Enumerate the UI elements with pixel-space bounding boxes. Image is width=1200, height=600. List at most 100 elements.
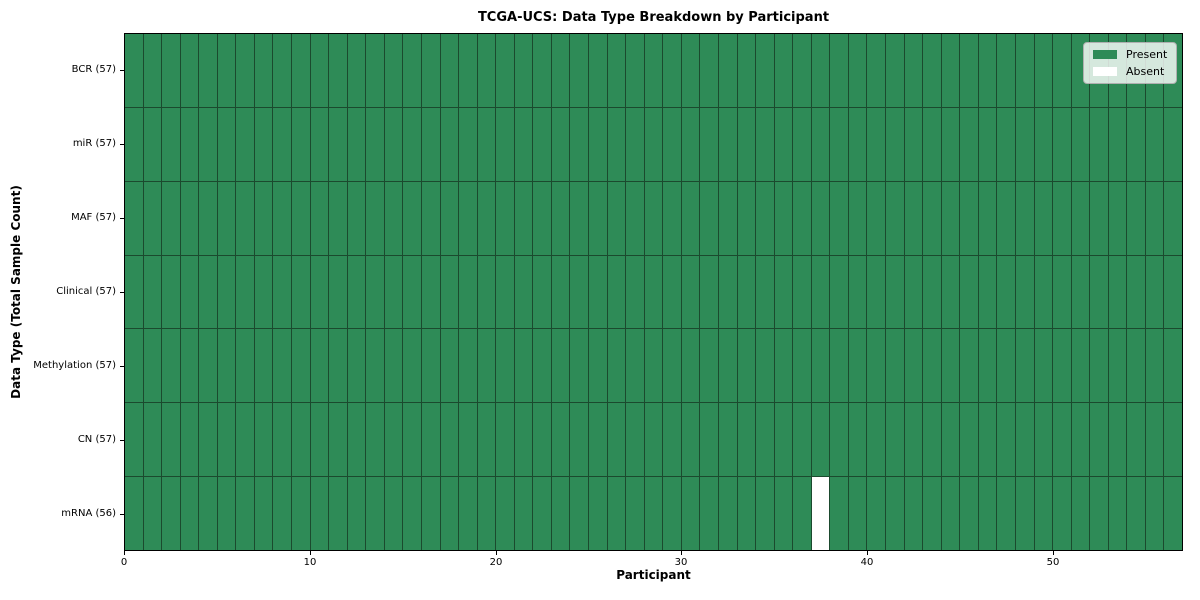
heatmap-cell (811, 181, 830, 255)
heatmap-cell (1015, 477, 1034, 550)
heatmap-cell (997, 477, 1015, 550)
heatmap-cell (1034, 181, 1053, 255)
heatmap-cell (589, 34, 607, 107)
heatmap-cell (254, 107, 273, 181)
x-tick-mark (124, 551, 125, 555)
heatmap-cell (1015, 329, 1034, 403)
heatmap-cell (366, 329, 384, 403)
heatmap-cell (440, 107, 459, 181)
heatmap-cell (886, 329, 904, 403)
heatmap-cell (384, 34, 403, 107)
heatmap-cell (793, 403, 811, 477)
heatmap-cell (440, 34, 459, 107)
heatmap-cell (793, 107, 811, 181)
heatmap-cell (830, 181, 848, 255)
heatmap-cell (143, 255, 162, 329)
heatmap-cell (1015, 107, 1034, 181)
heatmap-cell (143, 107, 162, 181)
heatmap-cell (737, 477, 756, 550)
heatmap-cell (1034, 34, 1053, 107)
heatmap-cell (421, 181, 440, 255)
heatmap-cell (848, 107, 867, 181)
heatmap-cell (663, 329, 681, 403)
heatmap-cell (978, 403, 997, 477)
heatmap-cell (997, 255, 1015, 329)
heatmap-cell (681, 255, 700, 329)
heatmap-cell (923, 329, 941, 403)
heatmap-cell (180, 181, 199, 255)
heatmap-cell (774, 403, 793, 477)
heatmap-cell (125, 403, 143, 477)
heatmap-cell (292, 107, 310, 181)
heatmap-cell (1108, 403, 1127, 477)
heatmap-cell (180, 329, 199, 403)
heatmap-cell (756, 181, 774, 255)
heatmap-cell (477, 255, 496, 329)
heatmap-cell (310, 477, 329, 550)
legend: Present Absent (1083, 42, 1178, 84)
heatmap-cell (533, 107, 551, 181)
heatmap-cell-absent (811, 477, 830, 550)
heatmap-cell (1015, 34, 1034, 107)
heatmap-cell (551, 34, 570, 107)
heatmap-cell (644, 403, 663, 477)
legend-swatch-present (1093, 50, 1117, 59)
heatmap-cell (254, 34, 273, 107)
heatmap-cell (607, 255, 626, 329)
heatmap-cell (459, 403, 477, 477)
heatmap-cell (904, 403, 923, 477)
heatmap-cell (570, 107, 589, 181)
y-tick-label: mRNA (56) (61, 508, 116, 519)
heatmap-cell (848, 34, 867, 107)
heatmap-cell (718, 34, 737, 107)
heatmap-cell (978, 181, 997, 255)
heatmap-cell (403, 34, 421, 107)
heatmap-cell (162, 181, 180, 255)
heatmap-cell (663, 255, 681, 329)
heatmap-cell (421, 107, 440, 181)
heatmap-cell (626, 181, 644, 255)
heatmap-cell (459, 34, 477, 107)
heatmap-cell (589, 107, 607, 181)
heatmap-cell (459, 181, 477, 255)
heatmap-cell (718, 403, 737, 477)
heatmap-cell (1127, 477, 1145, 550)
heatmap-cell (1034, 107, 1053, 181)
heatmap-cell (440, 477, 459, 550)
heatmap-cell (793, 181, 811, 255)
heatmap-cell (310, 403, 329, 477)
heatmap-cell (589, 255, 607, 329)
heatmap-cell (440, 255, 459, 329)
heatmap-cell (310, 34, 329, 107)
heatmap-cell (718, 181, 737, 255)
heatmap-cell (886, 477, 904, 550)
heatmap-cell (459, 329, 477, 403)
heatmap-cell (904, 34, 923, 107)
heatmap-cell (347, 477, 366, 550)
heatmap-cell (1015, 403, 1034, 477)
heatmap-cell (774, 107, 793, 181)
x-tick-mark (310, 551, 311, 555)
heatmap-cell (1145, 329, 1164, 403)
y-tick-label: BCR (57) (71, 64, 116, 75)
heatmap-cell (867, 477, 886, 550)
heatmap-cell (366, 34, 384, 107)
heatmap-cell (1108, 107, 1127, 181)
heatmap-cell (681, 477, 700, 550)
heatmap-cell (143, 34, 162, 107)
heatmap-cell (273, 255, 292, 329)
heatmap-cell (830, 255, 848, 329)
heatmap-cell (329, 107, 347, 181)
heatmap-cell (718, 255, 737, 329)
heatmap-cell (626, 329, 644, 403)
heatmap-cell (421, 255, 440, 329)
heatmap-cell (997, 107, 1015, 181)
heatmap-cell (923, 477, 941, 550)
heatmap-cell (867, 181, 886, 255)
heatmap-cell (978, 477, 997, 550)
heatmap-cell (923, 34, 941, 107)
heatmap-cell (1053, 255, 1071, 329)
heatmap-cell (1053, 34, 1071, 107)
heatmap-cell (811, 107, 830, 181)
heatmap-cell (273, 34, 292, 107)
